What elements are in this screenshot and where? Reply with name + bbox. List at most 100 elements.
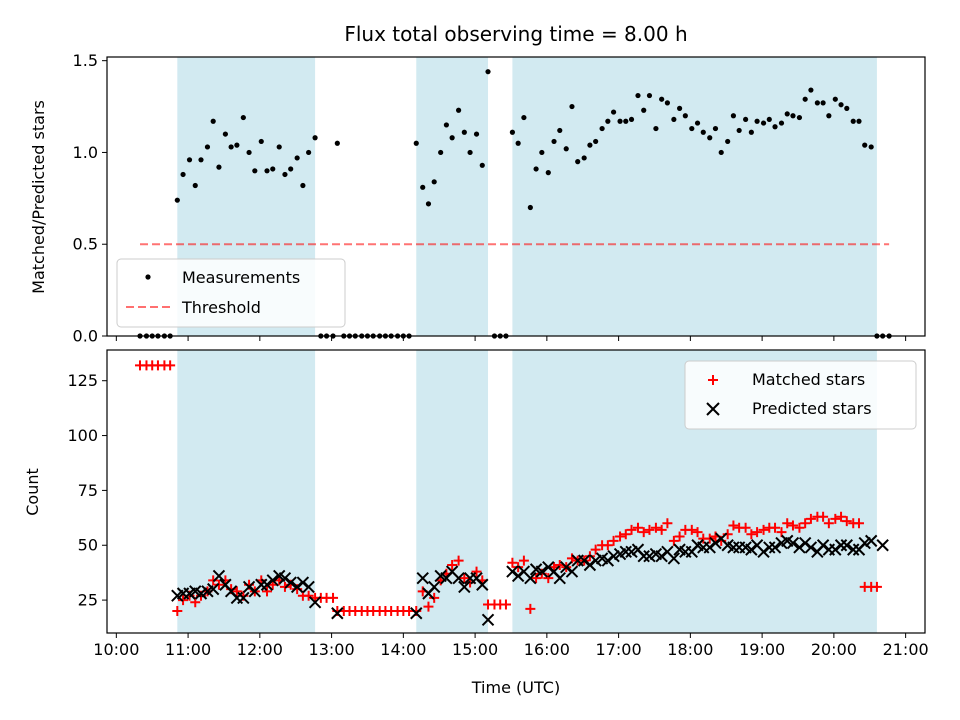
legend-predicted-label: Predicted stars (752, 399, 872, 418)
measurement-point (545, 170, 551, 176)
measurement-point (258, 138, 264, 145)
predicted-point (308, 596, 322, 609)
measurement-point (575, 159, 581, 165)
matched-point (608, 535, 619, 546)
measurement-point (198, 157, 204, 163)
measurement-point (515, 140, 521, 146)
top-legend: Measurements Threshold (116, 258, 346, 328)
matched-point (262, 586, 273, 597)
matched-point (805, 513, 816, 524)
matched-point (507, 557, 518, 568)
measurement-point (413, 140, 419, 146)
predicted-point (727, 541, 740, 554)
predicted-point (212, 569, 226, 583)
measurement-point (694, 120, 701, 126)
measurement-point (276, 144, 282, 150)
measurement-point (240, 114, 246, 121)
predicted-point (847, 543, 860, 556)
measurement-point (222, 131, 228, 137)
matched-point (303, 590, 314, 601)
predicted-point (864, 534, 878, 548)
measurement-point (689, 125, 695, 132)
measurement-point (778, 120, 785, 126)
measurement-point (587, 142, 593, 148)
measurement-point (760, 120, 767, 126)
measurement-point (461, 129, 467, 135)
matched-point (615, 531, 626, 542)
measurement-point (485, 69, 491, 75)
measurement-point (718, 149, 724, 156)
measurement-point (610, 109, 617, 115)
predicted-point (255, 578, 268, 591)
matched-point (423, 601, 434, 612)
matched-point (531, 573, 542, 584)
measurement-point (473, 131, 480, 137)
measurement-point (334, 140, 340, 146)
measurement-point (664, 100, 671, 106)
matched-point (776, 527, 787, 538)
y-tick-label: 1.5 (73, 51, 98, 70)
matched-point (656, 524, 667, 535)
matched-point (632, 522, 643, 533)
measurement-point (264, 168, 270, 174)
shaded-interval (416, 350, 489, 633)
measurement-point (635, 92, 641, 99)
measurement-point (754, 118, 760, 124)
measurement-point (784, 111, 790, 117)
matched-point (328, 592, 339, 603)
measurement-point (868, 144, 874, 150)
top-y-ticks: 0.0 0.5 1.0 1.5 (73, 51, 107, 346)
measurement-point (449, 135, 455, 141)
matched-point (853, 518, 864, 529)
measurement-point (802, 96, 808, 102)
predicted-point (206, 582, 220, 596)
y-tick-label: 100 (67, 426, 98, 445)
measurement-point (628, 116, 635, 123)
measurement-point (623, 118, 629, 124)
matched-point (752, 527, 763, 538)
matched-point (447, 559, 458, 570)
measurement-point (599, 125, 605, 132)
x-tick-label: 12:00 (237, 640, 283, 659)
matched-point (871, 581, 882, 592)
measurement-point (826, 113, 832, 119)
predicted-point (331, 607, 344, 620)
legend-matched-label: Matched stars (752, 370, 865, 389)
measurement-points (137, 69, 892, 339)
y-tick-label: 0.0 (73, 327, 98, 346)
matched-point (638, 527, 649, 538)
shaded-interval (416, 57, 489, 336)
matched-point (823, 518, 834, 529)
measurement-point (420, 184, 426, 190)
matched-point (644, 524, 655, 535)
predicted-point (237, 591, 250, 605)
measurement-point (312, 135, 318, 141)
predicted-point (535, 565, 549, 578)
y-tick-label: 50 (78, 536, 98, 555)
legend-threshold-label: Threshold (181, 298, 261, 317)
measurement-point (712, 125, 719, 132)
top-y-axis-label: Matched/Predicted stars (29, 100, 48, 294)
predicted-point (840, 539, 853, 552)
predicted-point (565, 565, 579, 578)
measurement-point (557, 127, 563, 134)
measurement-point (294, 155, 300, 161)
predicted-point (804, 541, 818, 554)
measurement-point (192, 182, 198, 189)
measurement-point (527, 204, 533, 211)
matched-point (770, 522, 781, 533)
legend-predicted-marker (706, 402, 720, 416)
x-tick-label: 20:00 (811, 640, 857, 659)
matched-point (518, 555, 529, 566)
matched-point (740, 522, 751, 533)
measurement-point (300, 182, 306, 189)
predicted-point (452, 571, 465, 585)
matched-point (172, 606, 183, 617)
predicted-point (524, 571, 537, 585)
measurement-point (479, 162, 485, 168)
predicted-point (553, 571, 566, 585)
top-legend-box (116, 258, 346, 328)
measurement-point (539, 149, 545, 156)
matched-point (459, 573, 470, 584)
chart-title: Flux total observing time = 8.00 h (344, 22, 687, 46)
